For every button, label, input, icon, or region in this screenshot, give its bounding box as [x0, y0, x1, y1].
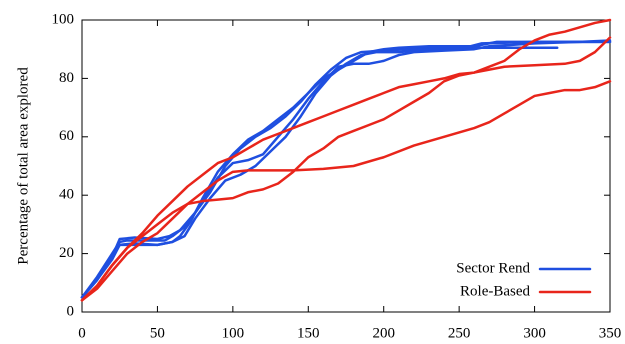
series-line-sector-rend-3 — [80, 40, 612, 299]
series-line-role-based-7 — [80, 36, 612, 302]
legend-label-sector-rend: Sector Rend — [456, 260, 530, 276]
plot-frame — [81, 19, 611, 313]
x-axis: 0 50 100 150 200 250 300 350 — [78, 20, 621, 341]
x-tick-label: 250 — [448, 325, 471, 341]
x-tick-label: 50 — [150, 325, 165, 341]
x-tick-label: 100 — [222, 325, 245, 341]
series-line-role-based-6 — [80, 80, 612, 302]
series-line-role-based-5 — [80, 18, 612, 302]
x-tick-label: 300 — [523, 325, 546, 341]
series-line-sector-rend-1 — [80, 39, 612, 299]
x-tick-label: 350 — [599, 325, 622, 341]
y-tick-label: 100 — [52, 11, 75, 27]
series-layer — [80, 18, 612, 302]
y-axis: 0 20 40 60 80 100 — [52, 11, 610, 319]
x-tick-label: 0 — [78, 325, 86, 341]
x-tick-label: 200 — [372, 325, 395, 341]
y-tick-label: 40 — [59, 187, 74, 203]
x-tick-label: 150 — [297, 325, 320, 341]
legend-label-role-based: Role-Based — [460, 283, 530, 299]
y-tick-label: 60 — [59, 128, 74, 144]
y-axis-label: Percentage of total area explored — [15, 67, 31, 265]
y-tick-label: 20 — [59, 245, 74, 261]
y-tick-label: 80 — [59, 70, 74, 86]
legend: Sector Rend Role-Based — [456, 260, 592, 299]
series-line-sector-rend-4 — [80, 40, 612, 299]
y-tick-label: 0 — [67, 303, 75, 319]
